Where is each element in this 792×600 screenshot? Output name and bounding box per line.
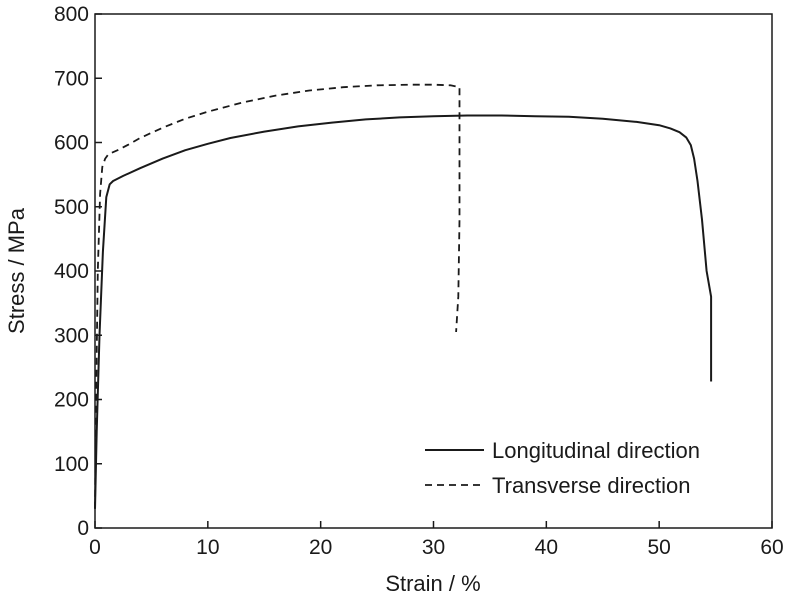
series-line-longitudinal bbox=[94, 114, 713, 509]
x-tick-label: 50 bbox=[647, 536, 670, 559]
y-tick-label: 300 bbox=[54, 324, 89, 347]
x-tick-label: 60 bbox=[760, 536, 783, 559]
x-axis-title: Strain / % bbox=[385, 571, 480, 596]
y-tick-label: 500 bbox=[54, 196, 89, 219]
y-tick-label: 400 bbox=[54, 260, 89, 283]
y-tick-label: 0 bbox=[77, 517, 89, 540]
legend-label-transverse: Transverse direction bbox=[492, 473, 690, 498]
legend: Longitudinal direction Transverse direct… bbox=[425, 438, 700, 498]
y-tick-label: 100 bbox=[54, 453, 89, 476]
y-tick-label: 800 bbox=[54, 3, 89, 26]
legend-label-longitudinal: Longitudinal direction bbox=[492, 438, 700, 463]
y-tick-label: 700 bbox=[54, 67, 89, 90]
y-tick-label: 200 bbox=[54, 389, 89, 412]
y-axis-ticks: 0 100 200 300 400 500 600 700 800 bbox=[54, 3, 102, 540]
x-tick-label: 30 bbox=[422, 536, 445, 559]
x-tick-label: 40 bbox=[535, 536, 558, 559]
series-layer bbox=[94, 83, 713, 509]
series-line-transverse bbox=[94, 83, 461, 509]
x-tick-label: 20 bbox=[309, 536, 332, 559]
x-tick-label: 10 bbox=[196, 536, 219, 559]
y-tick-label: 600 bbox=[54, 132, 89, 155]
x-tick-label: 0 bbox=[89, 536, 101, 559]
y-axis-title: Stress / MPa bbox=[4, 207, 29, 334]
x-axis-ticks: 0 10 20 30 40 50 60 bbox=[89, 521, 784, 559]
